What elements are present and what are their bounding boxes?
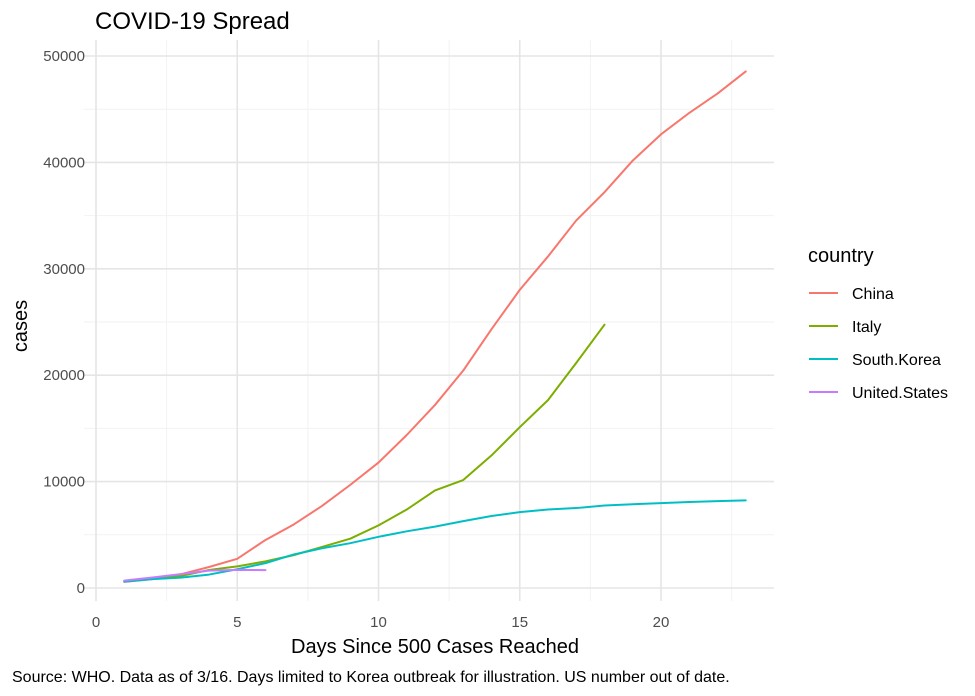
legend-label-united-states: United.States [852,385,948,402]
y-tick-label: 20000 [43,367,85,384]
x-tick-label: 5 [233,614,241,631]
y-tick-label: 30000 [43,261,85,278]
x-tick-label: 0 [92,614,100,631]
grid-minor [84,40,774,601]
series-lines [123,70,747,583]
legend-title: country [808,245,874,267]
x-axis-ticks: 0 5 10 15 20 [92,614,670,631]
series-line-china [123,70,747,583]
y-tick-label: 50000 [43,48,85,65]
x-tick-label: 15 [511,614,528,631]
legend-label-south-korea: South.Korea [852,352,941,369]
chart-caption: Source: WHO. Data as of 3/16. Days limit… [12,669,730,686]
y-tick-label: 10000 [43,474,85,491]
x-axis-title: Days Since 500 Cases Reached [291,636,579,658]
x-tick-label: 20 [653,614,670,631]
series-line-united-states [123,568,267,582]
grid-major [84,40,774,601]
y-tick-label: 0 [77,580,85,597]
legend-label-china: China [852,286,894,303]
x-tick-label: 10 [370,614,387,631]
legend: country China Italy South.Korea United.Stat… [808,245,948,402]
series-line-italy [123,323,606,583]
chart-title: COVID-19 Spread [95,8,290,35]
legend-label-italy: Italy [852,319,881,336]
y-axis-title: cases [10,300,32,352]
y-axis-ticks: 0 10000 20000 30000 40000 50000 [43,48,85,597]
y-tick-label: 40000 [43,154,85,171]
